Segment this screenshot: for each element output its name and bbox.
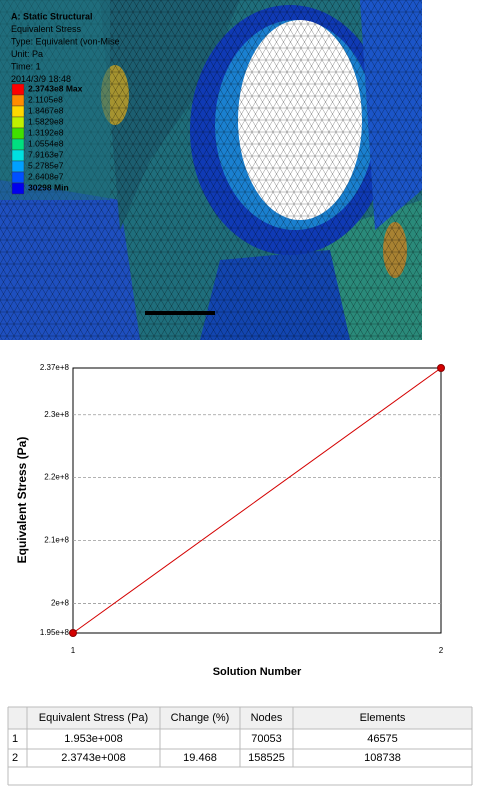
legend-label: 1.8467e8 <box>28 105 64 115</box>
column-header: Elements <box>360 712 406 724</box>
legend-label: 5.2785e7 <box>28 160 64 170</box>
table: Equivalent Stress (Pa) Change (%) Nodes Ele… <box>7 706 473 786</box>
contour-header-line: Unit: Pa <box>11 49 43 59</box>
legend-label: 2.6408e7 <box>28 171 64 181</box>
table-cell: 1.953e+008 <box>64 733 122 745</box>
legend-swatch <box>11 160 25 173</box>
legend-swatch <box>11 182 25 195</box>
table-cell: 19.468 <box>183 752 217 764</box>
plot-frame <box>72 367 442 634</box>
table-cell: 158525 <box>248 752 285 764</box>
x-tick-label: 2 <box>439 646 444 655</box>
y-tick-label: 1.95e+8 <box>40 628 70 637</box>
x-tick-label: 1 <box>71 646 76 655</box>
y-tick-label: 2.2e+8 <box>44 473 69 482</box>
y-tick-label: 2.1e+8 <box>44 536 69 545</box>
legend-label: 1.5829e8 <box>28 116 64 126</box>
legend-label: 1.3192e8 <box>28 127 64 137</box>
legend-swatch <box>11 116 25 129</box>
contour-header-line: Time: 1 <box>11 61 41 71</box>
y-tick-label: 2.3e+8 <box>44 410 69 419</box>
y-tick-label: 2.37e+8 <box>40 363 70 372</box>
legend-swatch <box>11 105 25 118</box>
row-id: 2 <box>12 752 18 764</box>
legend-label: 2.1105e8 <box>28 94 63 104</box>
x-axis-title: Solution Number <box>213 666 302 678</box>
table-cell: 70053 <box>251 733 282 745</box>
legend-label: 2.3743e8 Max <box>28 83 83 93</box>
contour-header-line: Equivalent Stress <box>11 24 82 34</box>
column-header: Nodes <box>251 712 283 724</box>
legend-swatch <box>11 171 25 184</box>
column-header: Change (%) <box>171 712 230 724</box>
legend-label: 30298 Min <box>28 182 69 192</box>
contour-header-line: Type: Equivalent (von-Mise <box>11 36 120 46</box>
y-axis-title: Equivalent Stress (Pa) <box>15 437 29 564</box>
row-id: 1 <box>12 733 18 745</box>
legend-swatch <box>11 83 25 96</box>
data-point <box>69 629 77 637</box>
column-header: Equivalent Stress (Pa) <box>39 712 148 724</box>
data-point <box>437 364 445 372</box>
series-line <box>72 367 442 634</box>
contour-header-line: 2014/3/9 18:48 <box>11 74 71 84</box>
legend-label: 7.9163e7 <box>28 149 64 159</box>
legend-swatch <box>11 127 25 140</box>
legend-swatch <box>11 94 25 107</box>
contour-header-line: A: Static Structural <box>11 11 93 21</box>
legend-swatch <box>11 149 25 162</box>
table-cell: 46575 <box>367 733 398 745</box>
y-tick-label: 2e+8 <box>51 599 70 608</box>
chart: 1.95e+8 2e+8 2.1e+8 2.2e+8 2.3e+8 2.37e+8 1 2 <box>40 363 445 655</box>
legend-label: 1.0554e8 <box>28 138 64 148</box>
table-cell: 2.3743e+008 <box>61 752 126 764</box>
table-cell: 108738 <box>364 752 401 764</box>
legend-swatch <box>11 138 25 151</box>
legend: 2.3743e8 Max2.1105e81.8467e81.5829e81.31… <box>11 83 83 195</box>
